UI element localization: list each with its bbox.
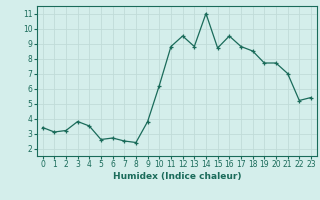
X-axis label: Humidex (Indice chaleur): Humidex (Indice chaleur) — [113, 172, 241, 181]
